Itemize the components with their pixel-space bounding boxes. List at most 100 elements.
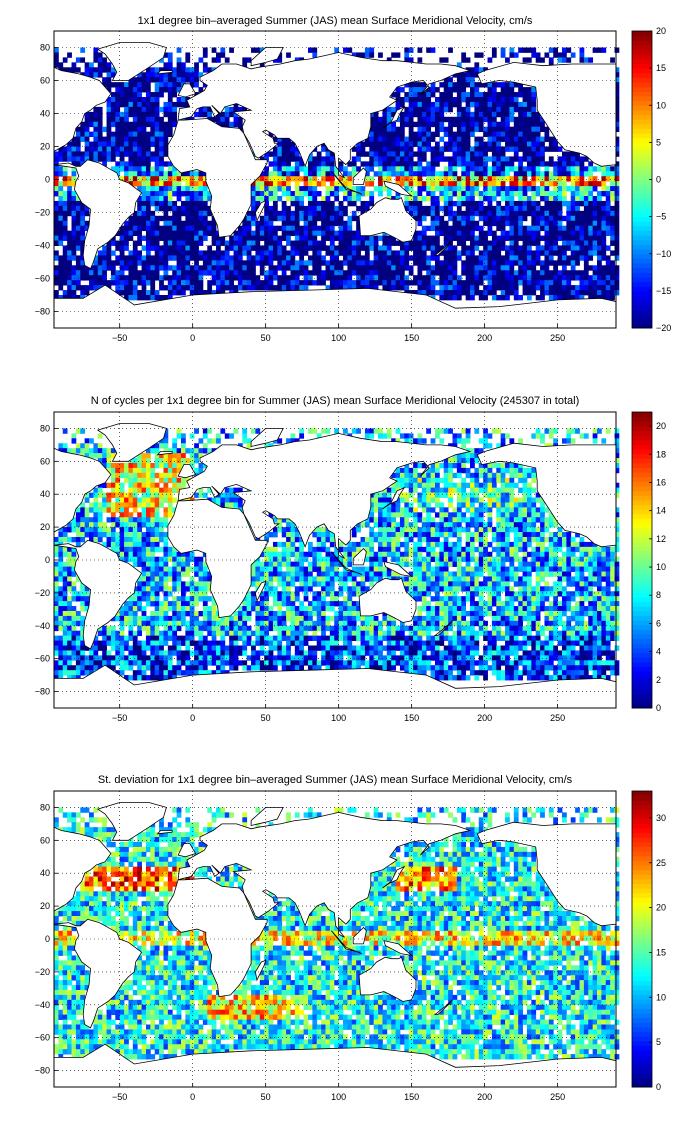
data-cell: [386, 126, 392, 133]
data-cell: [465, 166, 471, 172]
data-cell: [307, 200, 313, 207]
data-cell: [198, 205, 204, 212]
data-cell: [443, 265, 449, 271]
data-cell: [509, 512, 515, 518]
data-cell: [102, 161, 107, 167]
data-cell: [176, 270, 182, 276]
data-cell: [478, 97, 484, 103]
data-cell: [535, 250, 541, 256]
data-cell: [470, 280, 475, 286]
data-cell: [456, 111, 462, 118]
data-cell: [137, 215, 142, 222]
data-cell: [461, 443, 467, 449]
data-cell: [531, 196, 537, 202]
data-cell: [167, 166, 173, 172]
data-cell: [277, 240, 283, 246]
data-cell: [483, 176, 488, 182]
data-cell: [439, 260, 445, 266]
data-cell: [456, 275, 462, 281]
data-cell: [150, 225, 156, 232]
data-cell: [505, 131, 510, 137]
data-cell: [500, 487, 506, 493]
data-cell: [132, 161, 138, 167]
data-cell: [434, 487, 440, 493]
data-cell: [137, 482, 142, 489]
data-cell: [369, 191, 375, 197]
data-cell: [71, 290, 77, 296]
data-cell: [102, 67, 107, 73]
data-cell: [505, 57, 510, 63]
data-cell: [163, 270, 169, 276]
data-cell: [119, 126, 125, 133]
data-cell: [421, 507, 427, 513]
data-cell: [255, 230, 261, 236]
data-cell: [181, 77, 186, 83]
data-cell: [601, 205, 607, 212]
data-cell: [364, 191, 370, 197]
data-cell: [544, 240, 550, 246]
data-cell: [570, 151, 576, 157]
colorbar-segment: [632, 128, 652, 134]
data-cell: [461, 176, 467, 182]
data-cell: [259, 255, 265, 261]
data-cell: [198, 290, 204, 296]
data-cell: [329, 260, 335, 266]
data-cell: [216, 497, 221, 503]
data-cell: [421, 111, 427, 118]
data-cell: [316, 255, 322, 261]
data-cell: [132, 507, 138, 513]
data-cell: [452, 101, 458, 108]
data-cell: [413, 215, 418, 222]
data-cell: [561, 230, 567, 236]
data-cell: [132, 176, 138, 182]
data-cell: [194, 200, 199, 207]
data-cell: [145, 166, 151, 172]
data-cell: [145, 448, 151, 454]
data-cell: [526, 295, 532, 301]
data-cell: [540, 497, 545, 503]
data-cell: [145, 458, 151, 464]
data-cell: [465, 210, 471, 217]
data-cell: [448, 230, 453, 236]
data-cell: [443, 106, 449, 113]
data-cell: [128, 171, 134, 177]
data-cell: [150, 255, 156, 261]
data-cell: [579, 210, 585, 217]
data-cell: [128, 166, 134, 172]
data-cell: [286, 171, 291, 177]
data-cell: [290, 151, 296, 157]
data-cell: [614, 487, 620, 493]
data-cell: [487, 87, 493, 93]
data-cell: [404, 477, 410, 484]
data-cell: [373, 507, 379, 513]
data-cell: [189, 433, 195, 439]
data-cell: [159, 191, 164, 197]
data-cell: [426, 126, 432, 133]
data-cell: [351, 285, 357, 291]
data-cell: [399, 126, 405, 133]
data-cell: [128, 121, 134, 128]
data-cell: [597, 265, 602, 271]
data-cell: [325, 245, 331, 251]
data-cell: [132, 522, 138, 528]
data-cell: [145, 290, 151, 296]
data-cell: [255, 285, 261, 291]
data-cell: [277, 255, 283, 261]
data-cell: [369, 141, 375, 147]
data-cell: [456, 181, 462, 187]
land-outline: [383, 180, 413, 197]
data-cell: [369, 270, 375, 276]
data-cell: [478, 275, 484, 281]
data-cell: [329, 265, 335, 271]
data-cell: [167, 205, 173, 212]
data-cell: [518, 270, 523, 276]
data-cell: [71, 280, 77, 286]
data-cell: [470, 507, 475, 513]
data-cell: [312, 186, 318, 192]
data-cell: [601, 285, 607, 291]
data-cell: [154, 101, 160, 108]
data-cell: [154, 230, 160, 236]
data-cell: [461, 270, 467, 276]
data-cell: [272, 215, 278, 222]
